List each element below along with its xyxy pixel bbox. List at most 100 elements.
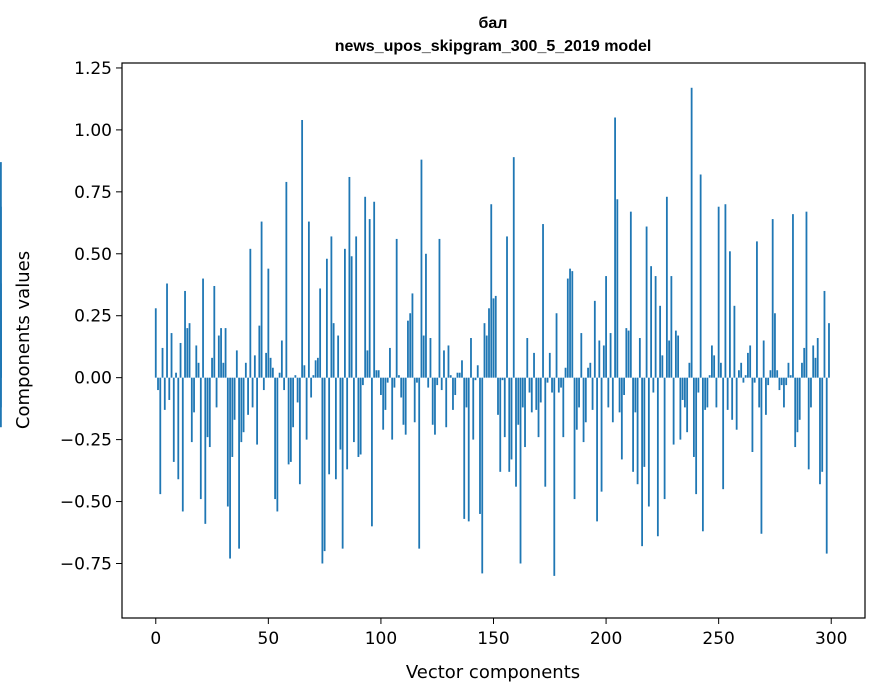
bar	[555, 313, 558, 378]
bar	[276, 377, 279, 512]
bar	[445, 377, 448, 428]
bar	[528, 377, 531, 393]
bar	[199, 377, 202, 500]
bar	[670, 276, 673, 378]
bar	[753, 377, 756, 383]
bar	[494, 295, 497, 378]
bar	[771, 219, 774, 378]
y-tick-label: 0.25	[74, 307, 112, 327]
bar	[600, 377, 603, 492]
bar	[181, 377, 184, 512]
bar	[337, 335, 340, 378]
bar	[526, 338, 529, 378]
bar	[548, 352, 551, 378]
bar	[566, 278, 569, 378]
bar	[301, 119, 304, 378]
bar	[213, 285, 216, 378]
bar	[521, 377, 524, 408]
chart-subtitle: news_upos_skipgram_300_5_2019 model	[335, 38, 652, 55]
bar	[235, 350, 238, 378]
bar	[323, 377, 326, 552]
bar	[783, 377, 785, 408]
bar	[253, 355, 256, 378]
bar	[240, 377, 243, 443]
bar	[177, 377, 180, 480]
bar	[562, 377, 565, 438]
bar	[217, 335, 220, 378]
bar	[391, 377, 394, 440]
bar	[593, 300, 596, 378]
bar	[303, 365, 306, 378]
bar	[420, 159, 423, 378]
bar	[395, 238, 398, 378]
bar	[411, 293, 414, 378]
bar	[425, 253, 427, 378]
bar	[314, 360, 317, 378]
bar	[544, 377, 547, 487]
bar	[573, 377, 576, 500]
bar	[346, 377, 349, 470]
bar	[316, 357, 319, 378]
bar	[580, 333, 583, 378]
bar	[760, 377, 763, 534]
bar	[355, 236, 358, 378]
bar	[0, 377, 2, 428]
bar	[740, 362, 743, 378]
bar	[359, 377, 362, 455]
bar	[485, 335, 488, 378]
bar	[368, 219, 371, 378]
bar	[665, 196, 668, 378]
bar	[801, 362, 803, 378]
bar	[512, 157, 515, 378]
bar	[742, 377, 745, 383]
bar	[695, 377, 698, 495]
y-tick-label: −0.50	[60, 493, 112, 513]
bar	[825, 377, 828, 554]
bar	[530, 377, 533, 413]
bar	[461, 360, 463, 378]
bar	[744, 375, 747, 378]
bar	[474, 377, 477, 381]
bar	[762, 340, 765, 378]
bar	[398, 375, 400, 378]
bar	[717, 206, 720, 378]
bar	[188, 323, 191, 378]
bar	[636, 377, 639, 485]
bar	[321, 377, 324, 564]
bar	[699, 174, 702, 378]
bar	[659, 305, 662, 378]
bar	[305, 377, 308, 440]
bar	[654, 276, 657, 378]
bar	[792, 214, 794, 378]
bar	[503, 377, 506, 438]
bar	[661, 355, 664, 378]
bar	[582, 377, 585, 443]
bar	[371, 377, 373, 527]
bar	[233, 377, 236, 420]
bar	[436, 377, 439, 386]
bar	[679, 377, 682, 440]
bar	[434, 377, 436, 435]
bar	[726, 377, 729, 410]
bar	[168, 377, 171, 400]
bar	[404, 377, 407, 435]
bar	[224, 328, 227, 378]
bar	[260, 221, 263, 378]
bar	[749, 345, 752, 378]
bar	[607, 377, 610, 408]
y-axis-label: Components values	[13, 251, 34, 429]
bar	[506, 236, 508, 378]
bar	[587, 367, 589, 378]
bar	[278, 372, 281, 378]
bar	[0, 162, 2, 378]
bar	[215, 377, 218, 408]
bar	[553, 377, 556, 576]
bar	[535, 377, 538, 410]
bar	[330, 236, 333, 378]
bar	[341, 377, 344, 549]
bar	[470, 338, 472, 378]
bar	[596, 377, 598, 522]
bar	[229, 377, 231, 559]
bar	[377, 370, 380, 378]
bar	[632, 377, 634, 472]
